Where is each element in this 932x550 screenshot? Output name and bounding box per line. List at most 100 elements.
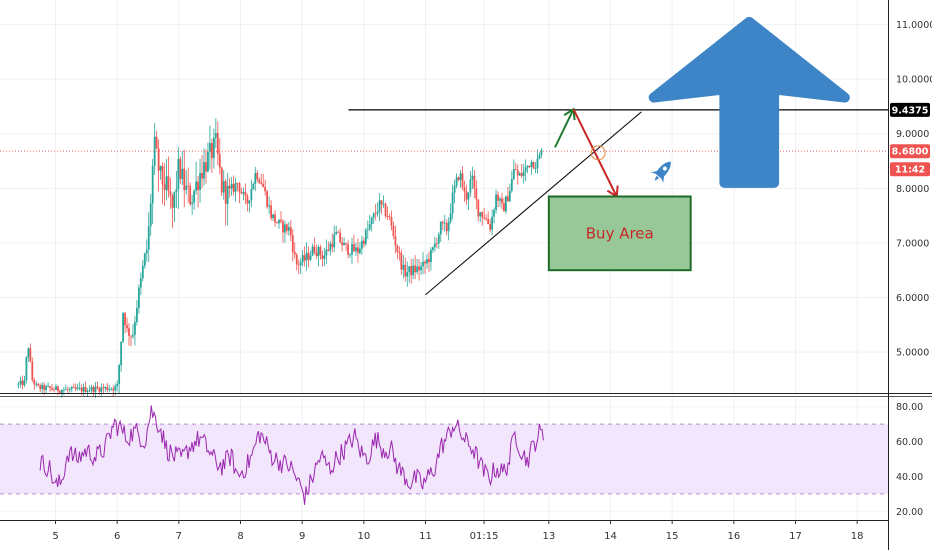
candle-body: [430, 249, 432, 263]
price-tick-label: 6.0000: [896, 293, 929, 304]
candle-body: [72, 387, 75, 388]
candle-body: [98, 388, 101, 392]
buy-area-label: Buy Area: [586, 224, 654, 242]
candle-body: [426, 259, 428, 264]
time-tick-label: 15: [666, 531, 679, 542]
candle-body: [74, 387, 77, 389]
candle-body: [220, 167, 223, 193]
candle-body: [360, 240, 363, 249]
candle-body: [455, 177, 458, 186]
candle-body: [325, 249, 328, 256]
candle-body: [368, 224, 371, 230]
candle-body: [112, 388, 115, 391]
candle-body: [82, 387, 85, 392]
candle-body: [90, 386, 93, 391]
candle-body: [155, 136, 158, 149]
candle-body: [311, 246, 314, 256]
candle-body: [212, 137, 215, 159]
candle-body: [505, 196, 507, 212]
time-tick-label: 8: [237, 531, 243, 542]
buy-area-box[interactable]: [547, 195, 692, 272]
bar-countdown-tag: [890, 162, 930, 177]
candle-body: [508, 191, 511, 202]
candle-body: [88, 390, 91, 392]
candle-body: [57, 386, 59, 392]
price-tick-label: 11.0000: [896, 20, 932, 31]
drawing-annotations[interactable]: Buy Area: [0, 16, 888, 296]
candle-body: [315, 252, 318, 257]
candle-body: [540, 150, 543, 156]
candle-body: [378, 200, 381, 212]
big-up-arrow[interactable]: [648, 16, 850, 188]
candle-body: [432, 247, 434, 250]
candle-body: [254, 173, 257, 184]
candle-body: [124, 313, 126, 326]
trend-line[interactable]: [425, 111, 642, 296]
candle-body: [141, 265, 144, 279]
candle-body: [270, 205, 272, 219]
candle-body: [122, 313, 124, 342]
candle-body: [341, 242, 344, 246]
rocket-fin-left: [651, 170, 658, 174]
candle-body: [126, 325, 128, 329]
candle-body: [171, 195, 174, 208]
candle-body: [398, 251, 401, 253]
rsi-line: [39, 405, 544, 505]
candle-body: [19, 380, 22, 384]
rsi-pane[interactable]: [0, 405, 888, 505]
candle-body: [457, 177, 460, 180]
candle-body: [291, 235, 294, 252]
candle-body: [39, 385, 42, 390]
candle-body: [199, 173, 201, 191]
candle-body: [487, 219, 490, 225]
candle-body: [96, 386, 99, 389]
candle-body: [151, 166, 154, 204]
red-arrow[interactable]: [572, 108, 618, 197]
candle-body: [145, 249, 148, 254]
candle-body: [451, 192, 454, 214]
candle-body: [532, 161, 535, 169]
candle-body: [469, 179, 472, 193]
candle-body: [45, 386, 48, 390]
candle-body: [528, 165, 531, 167]
candle-body: [374, 213, 377, 215]
candle-body: [339, 232, 342, 243]
candle-body: [489, 224, 492, 230]
candle-body: [297, 264, 300, 266]
price-tick-label: 5.0000: [896, 348, 929, 359]
candle-body: [473, 175, 476, 189]
candle-body: [400, 252, 403, 270]
rocket-body: [655, 161, 671, 179]
candle-body: [520, 173, 523, 177]
price-pane[interactable]: [17, 118, 543, 398]
circle-marker[interactable]: [590, 145, 606, 161]
candle-body: [386, 216, 389, 217]
rsi-band: [0, 424, 888, 494]
candle-body: [108, 389, 111, 390]
candle-body: [285, 224, 288, 231]
candle-body: [201, 173, 203, 179]
time-tick-label: 11: [419, 531, 432, 542]
candle-body: [62, 390, 65, 391]
candle-body: [114, 386, 117, 391]
candle-body: [449, 213, 452, 222]
candle-body: [163, 184, 166, 190]
candle-body: [232, 183, 235, 192]
green-arrow[interactable]: [554, 108, 575, 148]
candle-body: [536, 158, 539, 169]
rsi-tick-label: 40.00: [896, 472, 923, 483]
candle-body: [242, 192, 245, 194]
candle-body: [84, 387, 87, 392]
candle-body: [33, 379, 36, 385]
candle-body: [522, 171, 525, 177]
candle-body: [437, 234, 440, 244]
candle-body: [333, 234, 336, 248]
candle-body: [228, 185, 231, 189]
candle-body: [104, 387, 107, 389]
candle-body: [17, 383, 20, 385]
candle-body: [394, 235, 397, 246]
candle-body: [428, 259, 430, 263]
rocket-icon[interactable]: [648, 157, 676, 186]
